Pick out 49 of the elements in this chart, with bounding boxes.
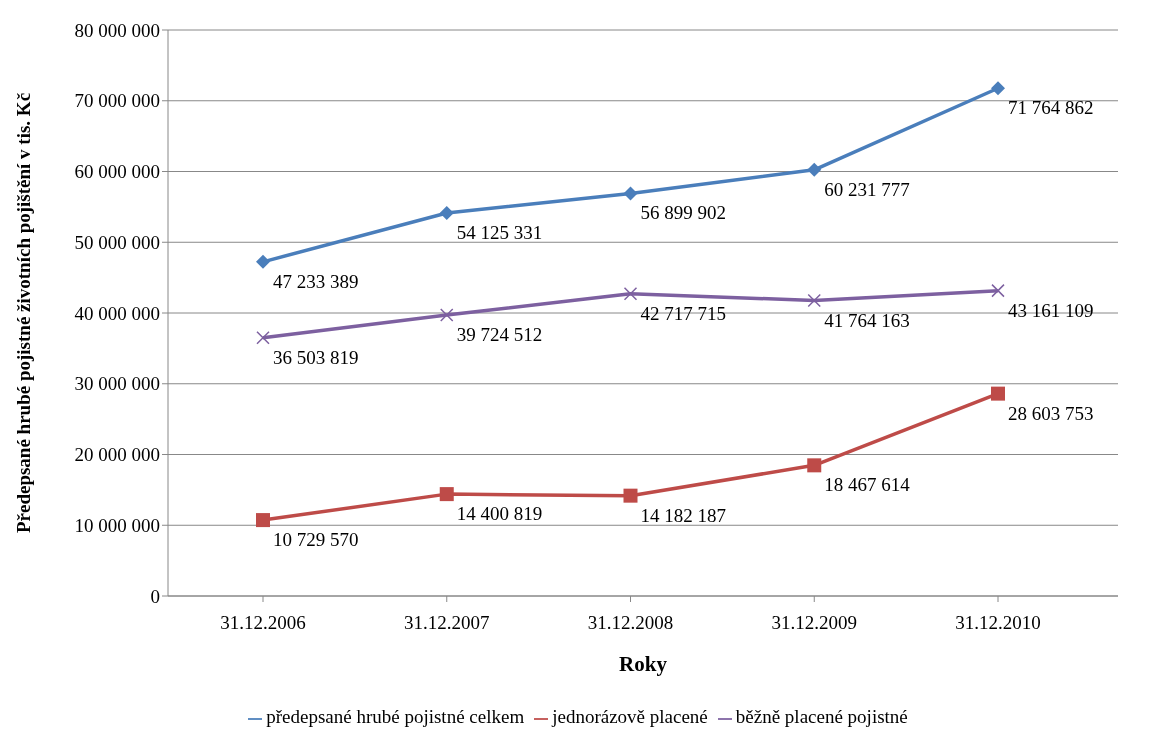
x-axis-title: Roky [619,652,668,676]
point [439,487,454,502]
y-tick-label: 60 000 000 [74,161,160,183]
y-tick-label: 50 000 000 [74,231,160,253]
point [440,308,454,322]
y-tick-label: 70 000 000 [74,90,160,112]
point [256,254,270,269]
data-label: 54 125 331 [456,222,543,244]
y-axis-title: Předepsané hrubé pojistné životních pojištění v tis. Kč [12,92,34,534]
point [807,293,821,308]
data-label: 36 503 819 [273,346,359,368]
data-label: 10 729 570 [273,529,359,551]
y-tick-label: 40 000 000 [74,302,160,324]
point [623,186,638,201]
data-label: 60 231 777 [824,178,910,200]
x-tick-label: 31.12.2006 [220,612,306,634]
point [439,206,454,221]
x-tick-label: 31.12.2007 [404,612,490,634]
data-label: 39 724 512 [456,323,543,345]
x-tick-label: 31.12.2008 [587,612,674,634]
data-label: 14 400 819 [456,503,543,525]
data-label: 43 161 109 [1008,299,1094,321]
y-tick-label: 20 000 000 [74,444,160,466]
data-label: 47 233 389 [273,270,359,292]
x-tick-label: 31.12.2009 [771,612,857,634]
legend-label: předepsané hrubé pojistné celkem [266,706,525,727]
legend-label: běžně placené pojistné [735,706,908,727]
data-label: 41 764 163 [824,309,910,331]
point [991,386,1005,401]
data-label: 14 182 187 [640,504,726,526]
point [807,162,822,177]
y-tick-label: 80 000 000 [74,19,160,41]
point [623,287,638,301]
y-tick-label: 10 000 000 [74,514,160,536]
data-label: 56 899 902 [640,202,726,224]
point [623,488,638,503]
data-label: 42 717 715 [640,302,726,324]
point [256,330,270,345]
data-label: 28 603 753 [1008,402,1094,424]
legend-label: jednorázově placené [552,706,708,727]
point [991,283,1005,298]
y-tick-label: 30 000 000 [74,373,160,395]
point [991,81,1005,96]
data-label: 71 764 862 [1008,97,1094,119]
data-label: 18 467 614 [824,474,911,496]
point [256,513,270,528]
point [807,458,822,473]
y-tick-label: 0 [150,585,160,607]
x-tick-label: 31.12.2010 [955,612,1041,634]
